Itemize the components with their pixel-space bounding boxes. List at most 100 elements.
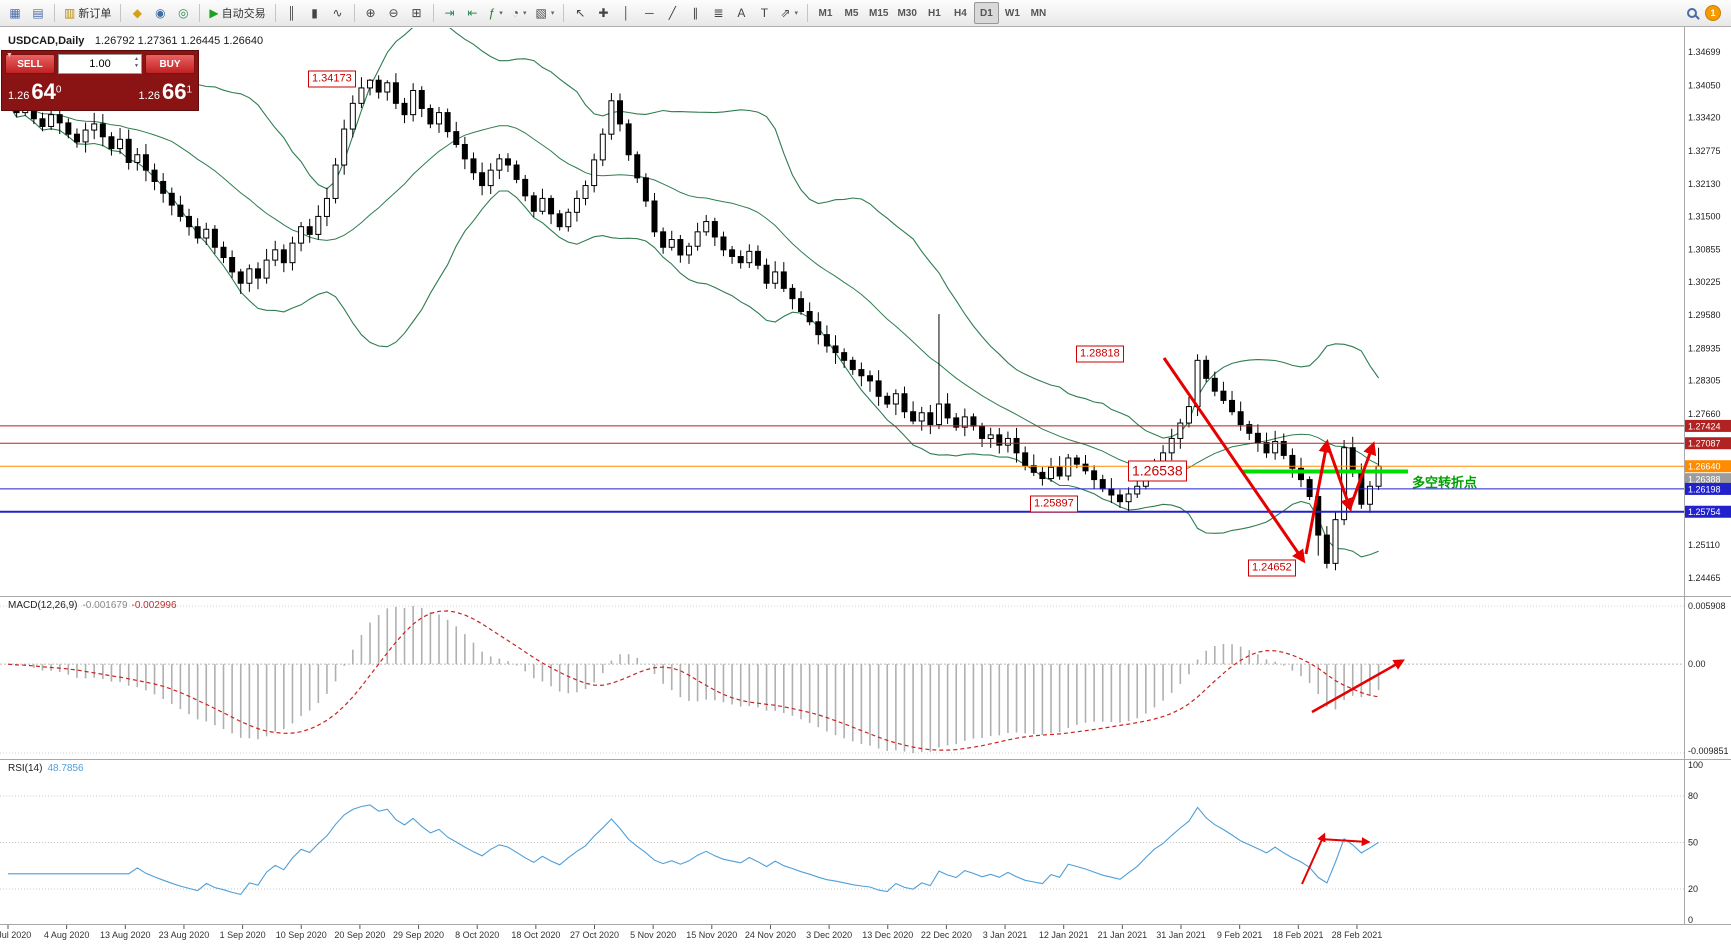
- chart-shift-icon[interactable]: ⇤: [462, 2, 484, 24]
- zoom-out-icon[interactable]: ⊖: [383, 2, 405, 24]
- price-callout-1.24652[interactable]: 1.24652: [1248, 559, 1296, 577]
- crosshair-icon[interactable]: ✚: [592, 2, 614, 24]
- one-click-collapse-icon[interactable]: ▼: [6, 52, 13, 59]
- sell-button[interactable]: SELL: [5, 54, 55, 74]
- timeframe-mn-button[interactable]: MN: [1030, 7, 1047, 19]
- cursor-icon[interactable]: ↖: [569, 2, 591, 24]
- timeframe-m5-button[interactable]: M5: [844, 7, 859, 19]
- auto-scroll-icon[interactable]: ⇥: [439, 2, 461, 24]
- chart-ohlc-values: 1.26792 1.27361 1.26445 1.26640: [94, 35, 264, 47]
- svg-text:1.34699: 1.34699: [1688, 47, 1721, 57]
- label-icon-glyph: T: [760, 6, 769, 20]
- depth-of-market-icon[interactable]: ◆: [126, 2, 148, 24]
- buy-price-sup: 1: [186, 84, 192, 96]
- svg-text:1.25110: 1.25110: [1688, 540, 1720, 550]
- volume-stepper[interactable]: ▲ ▼: [134, 56, 139, 70]
- candlestick-chart-icon[interactable]: ▮: [304, 2, 326, 24]
- price-callout-1.34173[interactable]: 1.34173: [308, 70, 356, 88]
- periods-icon[interactable]: ◔ ▾: [508, 2, 531, 24]
- svg-text:80: 80: [1688, 791, 1698, 801]
- horizontal-level-lines[interactable]: [0, 425, 1684, 513]
- vertical-line-icon[interactable]: │: [615, 2, 637, 24]
- macd-signal-line: [7, 610, 1379, 751]
- buy-button[interactable]: BUY: [145, 54, 195, 74]
- svg-text:28 Feb 2021: 28 Feb 2021: [1332, 930, 1383, 940]
- volume-input[interactable]: 1.00 ▲ ▼: [58, 54, 142, 74]
- price-tag-1.27087: [1685, 437, 1731, 450]
- macd-arrow[interactable]: [1311, 659, 1405, 714]
- new-chart-icon[interactable]: ▦: [4, 2, 26, 24]
- autotrading-button[interactable]: ▶ 自动交易: [205, 2, 269, 24]
- fibonacci-icon[interactable]: ≣: [707, 2, 729, 24]
- svg-text:8 Oct 2020: 8 Oct 2020: [455, 930, 499, 940]
- profiles-icon[interactable]: ▤: [27, 2, 49, 24]
- macd-name: MACD(12,26,9): [8, 600, 78, 611]
- trend-arrow[interactable]: [1348, 441, 1377, 509]
- chart-title: USDCAD,Daily 1.26792 1.27361 1.26445 1.2…: [8, 31, 263, 49]
- channel-icon[interactable]: ∥: [684, 2, 706, 24]
- trend-arrow[interactable]: [1162, 357, 1306, 564]
- bar-chart-icon[interactable]: ║: [281, 2, 303, 24]
- rsi-arrow[interactable]: [1319, 837, 1371, 847]
- trade-panel-controls: SELL 1.00 ▲ ▼ BUY: [2, 51, 198, 77]
- chart-frame: [0, 27, 1731, 925]
- profiles-icon-glyph: ▤: [32, 6, 44, 20]
- timeframe-m30-button[interactable]: M30: [897, 7, 917, 19]
- zoom-in-icon[interactable]: ⊕: [360, 2, 382, 24]
- svg-text:1.30225: 1.30225: [1688, 277, 1721, 287]
- new-order-button-glyph: ▥: [64, 6, 76, 20]
- timeframe-d1-button[interactable]: D1: [973, 2, 999, 24]
- sell-price[interactable]: 1.26640: [8, 81, 61, 104]
- new-order-button[interactable]: ▥ 新订单: [60, 2, 115, 24]
- indicators-icon[interactable]: ƒ ▾: [485, 2, 507, 24]
- shapes-icon[interactable]: ⇗ ▾: [776, 2, 802, 24]
- accounts-icon-glyph: ◉: [155, 6, 166, 20]
- rsi-panel[interactable]: [0, 795, 1684, 896]
- price-callout-1.26538[interactable]: 1.26538: [1128, 460, 1187, 482]
- price-callout-1.25897[interactable]: 1.25897: [1030, 495, 1078, 513]
- rsi-arrow[interactable]: [1301, 832, 1326, 885]
- notification-badge[interactable]: 1: [1705, 5, 1721, 21]
- one-click-trading-panel: SELL 1.00 ▲ ▼ BUY 1.26640 1.26661: [1, 50, 199, 111]
- search-icon[interactable]: [1687, 8, 1697, 18]
- text-icon-glyph: A: [737, 6, 746, 20]
- candles: [5, 73, 1382, 571]
- svg-text:12 Jan 2021: 12 Jan 2021: [1039, 930, 1089, 940]
- time-axis[interactable]: 26 Jul 2020 4 Aug 2020 13 Aug 2020 23 Aug 2…: [0, 925, 1382, 940]
- buy-price[interactable]: 1.26661: [139, 81, 192, 104]
- svg-text:1.32130: 1.32130: [1688, 179, 1721, 189]
- tile-windows-icon[interactable]: ⊞: [406, 2, 428, 24]
- trend-arrow[interactable]: [1304, 439, 1332, 555]
- label-icon[interactable]: T: [753, 2, 775, 24]
- text-icon[interactable]: A: [730, 2, 752, 24]
- svg-text:4 Aug 2020: 4 Aug 2020: [44, 930, 90, 940]
- price-tag-1.26388: [1685, 473, 1731, 486]
- community-icon[interactable]: ◎: [172, 2, 194, 24]
- timeframe-w1-button[interactable]: W1: [1004, 7, 1020, 19]
- macd-panel[interactable]: [0, 605, 1684, 754]
- timeframe-h1-button[interactable]: H1: [927, 7, 941, 19]
- svg-text:13 Dec 2020: 13 Dec 2020: [862, 930, 913, 940]
- stepper-down-icon[interactable]: ▼: [134, 63, 139, 69]
- svg-text:3 Jan 2021: 3 Jan 2021: [983, 930, 1028, 940]
- trend-arrows[interactable]: [1162, 357, 1405, 885]
- templates-icon[interactable]: ▧ ▾: [532, 2, 559, 24]
- sell-price-base: 1.26: [8, 90, 30, 102]
- horizontal-line-icon[interactable]: ─: [638, 2, 660, 24]
- timeframe-m15-button[interactable]: M15: [868, 7, 889, 19]
- timeframe-h4-button[interactable]: H4: [953, 7, 967, 19]
- stepper-up-icon[interactable]: ▲: [134, 56, 139, 62]
- price-axis[interactable]: 1.34699 1.34050 1.33420 1.32775 1.32130 1.315…: [1685, 47, 1731, 925]
- candlestick-chart-icon-glyph: ▮: [311, 6, 318, 20]
- line-chart-icon[interactable]: ∿: [327, 2, 349, 24]
- trend-arrow[interactable]: [1325, 442, 1354, 512]
- toolbar-buttons: ▦ ▤ ▥ 新订单 ◆ ◉ ◎ ▶ 自动交易 ║ ▮ ∿ ⊕ ⊖ ⊞ ⇥ ⇤ ƒ ▾ ◔ ▾ ▧ ▾ ↖ ✚ │ ─ ╱ ∥ ≣ A T ⇗ ▾ M…: [4, 2, 1051, 24]
- accounts-icon[interactable]: ◉: [149, 2, 171, 24]
- timeframe-m1-button[interactable]: M1: [818, 7, 833, 19]
- svg-text:1.28305: 1.28305: [1688, 376, 1721, 386]
- price-callout-1.28818[interactable]: 1.28818: [1076, 345, 1124, 363]
- svg-text:1 Sep 2020: 1 Sep 2020: [220, 930, 266, 940]
- main-price-panel[interactable]: [5, 23, 1382, 571]
- trendline-icon[interactable]: ╱: [661, 2, 683, 24]
